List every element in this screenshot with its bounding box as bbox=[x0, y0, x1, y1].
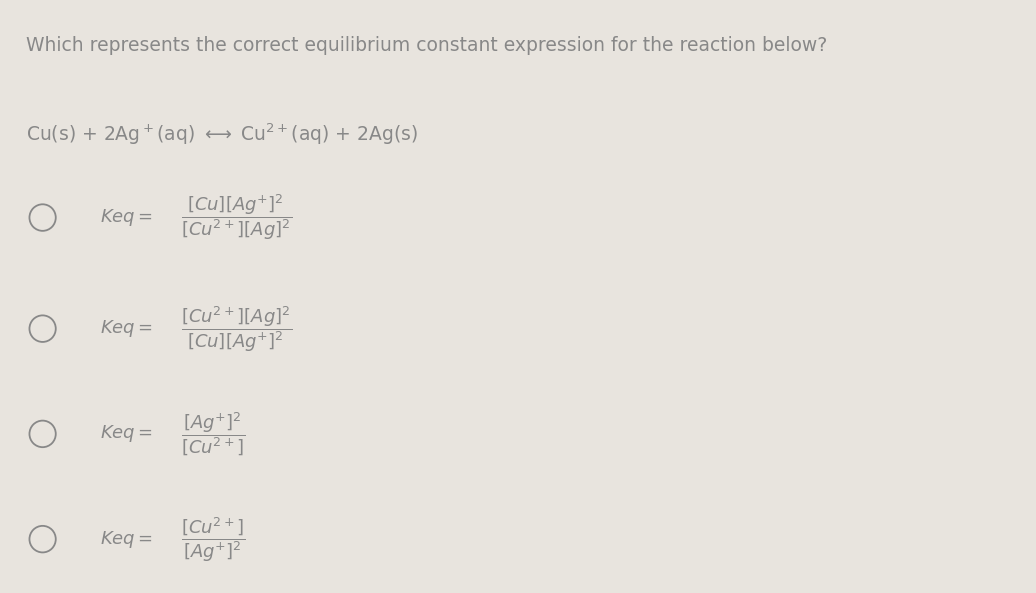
Text: $\mathit{Keq}=$: $\mathit{Keq}=$ bbox=[100, 207, 153, 228]
Text: $\dfrac{[Ag^{+}]^2}{[Cu^{2+}]}$: $\dfrac{[Ag^{+}]^2}{[Cu^{2+}]}$ bbox=[181, 410, 246, 458]
Text: Which represents the correct equilibrium constant expression for the reaction be: Which represents the correct equilibrium… bbox=[27, 36, 828, 55]
Text: Cu(s) + 2Ag$^+$(aq) $\longleftrightarrow$ Cu$^{2+}$(aq) + 2Ag(s): Cu(s) + 2Ag$^+$(aq) $\longleftrightarrow… bbox=[27, 121, 419, 146]
Text: $\mathit{Keq}=$: $\mathit{Keq}=$ bbox=[100, 528, 153, 550]
Text: $\dfrac{[Cu^{2+}]}{[Ag^{+}]^2}$: $\dfrac{[Cu^{2+}]}{[Ag^{+}]^2}$ bbox=[181, 515, 246, 563]
Text: $\dfrac{[Cu][Ag^{+}]^2}{[Cu^{2+}][Ag]^2}$: $\dfrac{[Cu][Ag^{+}]^2}{[Cu^{2+}][Ag]^2}… bbox=[181, 193, 292, 243]
Text: $\mathit{Keq}=$: $\mathit{Keq}=$ bbox=[100, 423, 153, 444]
Text: $\dfrac{[Cu^{2+}][Ag]^2}{[Cu][Ag^{+}]^2}$: $\dfrac{[Cu^{2+}][Ag]^2}{[Cu][Ag^{+}]^2}… bbox=[181, 304, 292, 353]
Text: $\mathit{Keq}=$: $\mathit{Keq}=$ bbox=[100, 318, 153, 339]
